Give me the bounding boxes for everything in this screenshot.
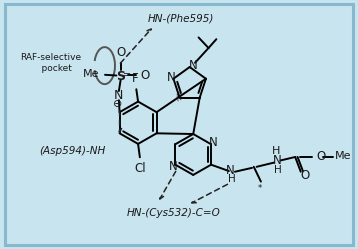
- Text: F: F: [132, 72, 139, 85]
- Text: N: N: [226, 164, 235, 177]
- Text: (Asp594)-NH: (Asp594)-NH: [39, 146, 105, 156]
- Text: S: S: [116, 70, 125, 83]
- Text: ⊖: ⊖: [113, 99, 123, 109]
- Text: =: =: [123, 70, 131, 80]
- Text: N: N: [209, 136, 218, 149]
- Text: N: N: [114, 89, 124, 102]
- Text: Me: Me: [335, 151, 352, 161]
- Text: HN-(Cys532)-C=O: HN-(Cys532)-C=O: [127, 208, 221, 218]
- Text: N: N: [272, 154, 281, 167]
- Text: Cl: Cl: [134, 162, 146, 175]
- Text: //: //: [174, 92, 184, 103]
- Text: O: O: [116, 46, 125, 59]
- Text: HN-(Phe595): HN-(Phe595): [147, 13, 214, 23]
- Text: O: O: [301, 170, 310, 183]
- Text: O: O: [316, 150, 325, 163]
- Text: H: H: [227, 175, 235, 185]
- Text: H: H: [274, 165, 281, 175]
- Text: N: N: [167, 71, 176, 84]
- Text: N: N: [169, 160, 178, 173]
- Text: *: *: [258, 185, 262, 193]
- Text: O: O: [140, 69, 149, 82]
- Text: H: H: [272, 146, 280, 156]
- Text: RAF-selective
    pocket: RAF-selective pocket: [20, 53, 81, 72]
- Text: N: N: [189, 59, 198, 72]
- Text: Me: Me: [83, 69, 99, 79]
